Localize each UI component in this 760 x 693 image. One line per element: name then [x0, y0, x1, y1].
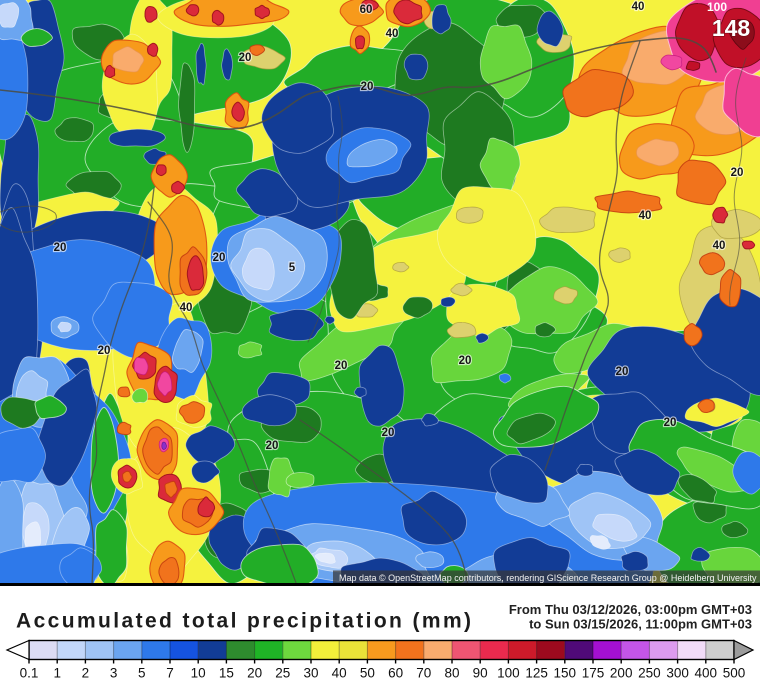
svg-text:80: 80 — [444, 666, 459, 681]
svg-text:70: 70 — [416, 666, 431, 681]
svg-text:30: 30 — [303, 666, 318, 681]
svg-text:100: 100 — [707, 0, 727, 14]
svg-text:500: 500 — [723, 666, 746, 681]
svg-text:to Sun 03/15/2026, 11:00pm GMT: to Sun 03/15/2026, 11:00pm GMT+03 — [529, 617, 752, 632]
svg-text:Accumulated total precipitatio: Accumulated total precipitation (mm) — [16, 610, 473, 633]
svg-text:20: 20 — [459, 355, 472, 367]
svg-text:20: 20 — [247, 666, 262, 681]
svg-text:200: 200 — [610, 666, 633, 681]
svg-text:400: 400 — [695, 666, 718, 681]
svg-text:5: 5 — [289, 262, 296, 274]
svg-text:3: 3 — [110, 666, 118, 681]
svg-text:90: 90 — [473, 666, 488, 681]
svg-text:20: 20 — [213, 252, 226, 264]
svg-text:40: 40 — [713, 240, 726, 252]
svg-text:20: 20 — [382, 427, 395, 439]
svg-text:250: 250 — [638, 666, 661, 681]
svg-text:300: 300 — [666, 666, 689, 681]
svg-text:20: 20 — [361, 81, 374, 93]
svg-text:40: 40 — [332, 666, 347, 681]
svg-text:1: 1 — [53, 666, 61, 681]
svg-text:7: 7 — [166, 666, 174, 681]
svg-text:100: 100 — [497, 666, 520, 681]
svg-text:20: 20 — [239, 52, 252, 64]
svg-text:25: 25 — [275, 666, 290, 681]
svg-text:60: 60 — [388, 666, 403, 681]
svg-text:5: 5 — [138, 666, 146, 681]
svg-text:60: 60 — [360, 4, 373, 16]
svg-text:Map data © OpenStreetMap contr: Map data © OpenStreetMap contributors, r… — [339, 573, 757, 583]
svg-text:148: 148 — [712, 15, 751, 41]
svg-text:150: 150 — [554, 666, 577, 681]
svg-text:20: 20 — [731, 167, 744, 179]
svg-text:175: 175 — [582, 666, 605, 681]
svg-text:10: 10 — [191, 666, 206, 681]
svg-text:From Thu 03/12/2026, 03:00pm G: From Thu 03/12/2026, 03:00pm GMT+03 — [509, 602, 752, 617]
svg-text:50: 50 — [360, 666, 375, 681]
svg-text:20: 20 — [616, 366, 629, 378]
svg-text:20: 20 — [266, 440, 279, 452]
svg-text:20: 20 — [335, 360, 348, 372]
svg-text:20: 20 — [664, 417, 677, 429]
svg-text:40: 40 — [639, 210, 652, 222]
svg-text:40: 40 — [180, 302, 193, 314]
svg-text:2: 2 — [82, 666, 90, 681]
svg-text:40: 40 — [632, 1, 645, 13]
svg-text:20: 20 — [54, 242, 67, 254]
svg-text:15: 15 — [219, 666, 234, 681]
svg-text:20: 20 — [98, 345, 111, 357]
svg-text:0.1: 0.1 — [20, 666, 39, 681]
svg-text:40: 40 — [386, 28, 399, 40]
svg-text:125: 125 — [525, 666, 548, 681]
